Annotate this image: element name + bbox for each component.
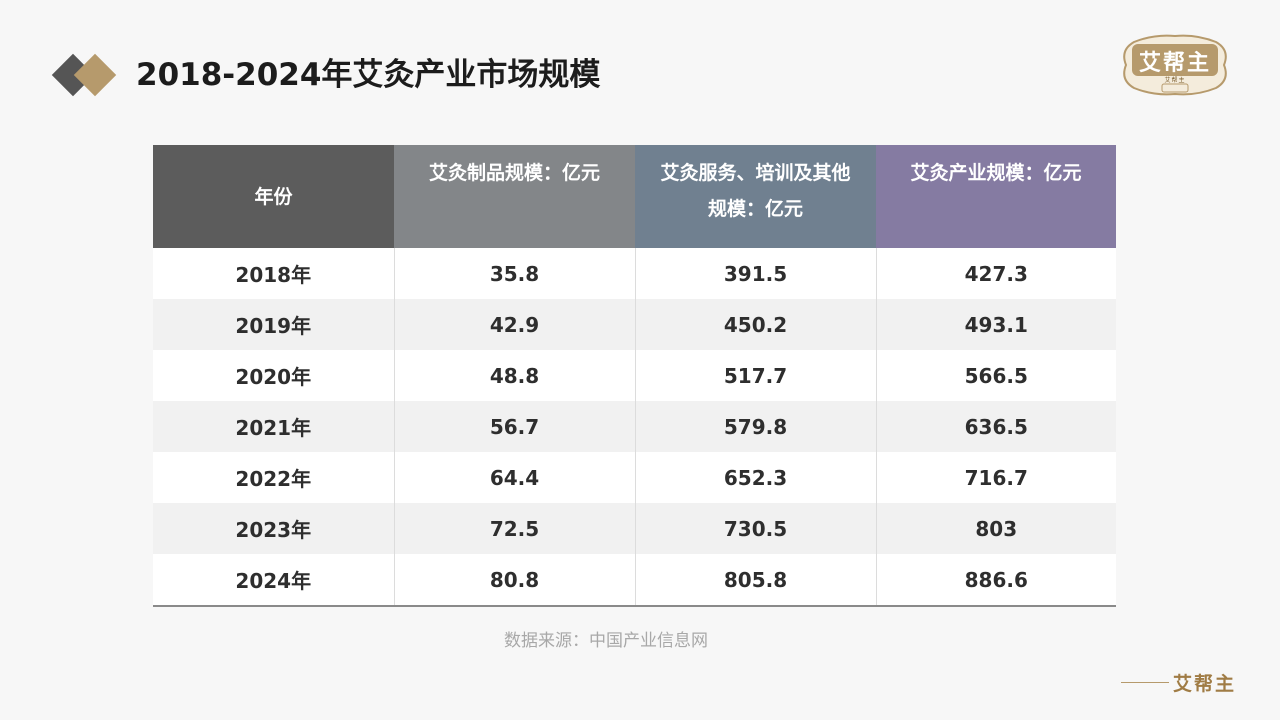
products-cell: 56.7 bbox=[393, 401, 635, 452]
logo-name: 艾帮主 bbox=[1138, 50, 1211, 76]
data-table: 年份 艾灸制品规模：亿元 艾灸服务、培训及其他规模：亿元 艾灸产业规模：亿元 2… bbox=[153, 145, 1116, 607]
table-row: 2021年 56.7 579.8 636.5 bbox=[153, 401, 1116, 452]
header-year: 年份 bbox=[153, 145, 394, 248]
services-cell: 730.5 bbox=[634, 503, 876, 554]
logo-tagline: 艾帮主 bbox=[1164, 77, 1186, 84]
header-services-size: 艾灸服务、培训及其他规模：亿元 bbox=[635, 145, 876, 248]
products-cell: 80.8 bbox=[393, 554, 635, 607]
services-cell: 579.8 bbox=[634, 401, 876, 452]
table-row: 2020年 48.8 517.7 566.5 bbox=[153, 350, 1116, 401]
services-cell: 391.5 bbox=[634, 248, 876, 299]
industry-cell: 566.5 bbox=[875, 350, 1116, 401]
table-row: 2024年 80.8 805.8 886.6 bbox=[153, 554, 1116, 607]
year-cell: 2021年 bbox=[153, 401, 394, 452]
logo-badge-icon bbox=[1123, 34, 1227, 96]
year-cell: 2022年 bbox=[153, 452, 394, 503]
industry-cell: 803 bbox=[875, 503, 1116, 554]
products-cell: 35.8 bbox=[393, 248, 635, 299]
year-cell: 2020年 bbox=[153, 350, 394, 401]
brand-divider bbox=[1120, 681, 1169, 683]
year-cell: 2018年 bbox=[153, 248, 394, 299]
year-cell: 2023年 bbox=[153, 503, 394, 554]
industry-cell: 427.3 bbox=[875, 248, 1116, 299]
footer-brand: 艾帮主 bbox=[1120, 670, 1236, 695]
industry-cell: 493.1 bbox=[875, 299, 1116, 350]
table-row: 2023年 72.5 730.5 803 bbox=[153, 503, 1116, 554]
year-cell: 2019年 bbox=[153, 299, 394, 350]
table-header-row: 年份 艾灸制品规模：亿元 艾灸服务、培训及其他规模：亿元 艾灸产业规模：亿元 bbox=[153, 145, 1116, 248]
table-row: 2019年 42.9 450.2 493.1 bbox=[153, 299, 1116, 350]
table-row: 2022年 64.4 652.3 716.7 bbox=[153, 452, 1116, 503]
footer-brand-name: 艾帮主 bbox=[1172, 672, 1236, 695]
services-cell: 652.3 bbox=[634, 452, 876, 503]
header-industry-size: 艾灸产业规模：亿元 bbox=[876, 145, 1116, 248]
brand-logo: 艾帮主 艾帮主 bbox=[1116, 32, 1234, 98]
data-source-note: 数据来源：中国产业信息网 bbox=[504, 631, 708, 651]
header-products-size: 艾灸制品规模：亿元 bbox=[394, 145, 635, 248]
title-decoration-icon bbox=[51, 52, 118, 98]
services-cell: 450.2 bbox=[634, 299, 876, 350]
products-cell: 42.9 bbox=[393, 299, 635, 350]
services-cell: 517.7 bbox=[634, 350, 876, 401]
industry-cell: 636.5 bbox=[875, 401, 1116, 452]
table-row: 2018年 35.8 391.5 427.3 bbox=[153, 248, 1116, 299]
products-cell: 64.4 bbox=[393, 452, 635, 503]
page-title: 2018-2024年艾灸产业市场规模 bbox=[136, 57, 601, 93]
industry-cell: 716.7 bbox=[875, 452, 1116, 503]
market-size-table: 年份 艾灸制品规模：亿元 艾灸服务、培训及其他规模：亿元 艾灸产业规模：亿元 2… bbox=[153, 145, 1116, 607]
products-cell: 48.8 bbox=[393, 350, 635, 401]
year-cell: 2024年 bbox=[153, 554, 394, 607]
products-cell: 72.5 bbox=[393, 503, 635, 554]
services-cell: 805.8 bbox=[634, 554, 876, 607]
industry-cell: 886.6 bbox=[875, 554, 1116, 607]
